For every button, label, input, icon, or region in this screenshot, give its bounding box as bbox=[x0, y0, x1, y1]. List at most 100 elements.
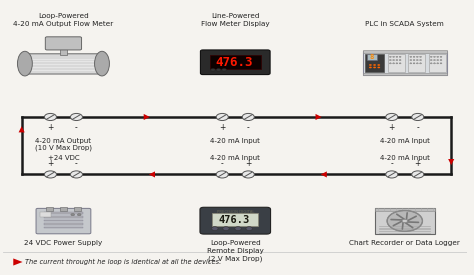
Circle shape bbox=[419, 63, 421, 64]
Circle shape bbox=[434, 59, 436, 60]
Bar bbox=[374, 208, 435, 234]
Circle shape bbox=[373, 64, 376, 66]
Bar bbox=[210, 56, 261, 69]
Bar bbox=[40, 213, 51, 218]
Circle shape bbox=[222, 68, 227, 71]
Bar bbox=[388, 54, 405, 72]
Circle shape bbox=[396, 63, 398, 64]
Circle shape bbox=[45, 113, 56, 120]
Circle shape bbox=[211, 227, 218, 230]
Circle shape bbox=[440, 56, 442, 57]
Bar bbox=[44, 227, 83, 228]
Circle shape bbox=[413, 63, 415, 64]
Bar bbox=[46, 207, 53, 211]
Circle shape bbox=[430, 63, 432, 64]
Circle shape bbox=[373, 67, 376, 68]
Text: +: + bbox=[219, 123, 226, 132]
Circle shape bbox=[386, 113, 398, 120]
FancyBboxPatch shape bbox=[201, 50, 270, 75]
FancyBboxPatch shape bbox=[200, 207, 271, 234]
Ellipse shape bbox=[94, 51, 109, 76]
Text: 4-20 mA Input: 4-20 mA Input bbox=[380, 155, 430, 161]
Bar bbox=[429, 54, 446, 72]
Circle shape bbox=[390, 56, 392, 57]
Text: +24 VDC: +24 VDC bbox=[47, 155, 79, 161]
Circle shape bbox=[377, 64, 380, 66]
Bar bbox=[44, 223, 83, 225]
Circle shape bbox=[437, 56, 438, 57]
Circle shape bbox=[416, 59, 418, 60]
Text: 4-20 mA Input: 4-20 mA Input bbox=[210, 138, 260, 144]
Circle shape bbox=[390, 63, 392, 64]
Text: PRECISION DIGITAL: PRECISION DIGITAL bbox=[217, 210, 254, 214]
Ellipse shape bbox=[18, 51, 32, 76]
Text: -: - bbox=[247, 123, 250, 132]
Circle shape bbox=[419, 56, 421, 57]
Circle shape bbox=[413, 56, 415, 57]
Text: The current throught he loop is identical at all the devices.: The current throught he loop is identica… bbox=[25, 259, 222, 265]
Bar bbox=[374, 208, 435, 211]
Bar bbox=[73, 207, 81, 211]
Text: Line-Powered
Flow Meter Display: Line-Powered Flow Meter Display bbox=[201, 13, 270, 27]
Text: Chart Recorder or Data Logger: Chart Recorder or Data Logger bbox=[349, 240, 460, 246]
Circle shape bbox=[402, 219, 408, 222]
Bar bbox=[363, 51, 447, 53]
Circle shape bbox=[369, 67, 372, 68]
FancyBboxPatch shape bbox=[36, 208, 91, 234]
Text: -: - bbox=[391, 160, 393, 168]
Circle shape bbox=[71, 113, 82, 120]
Circle shape bbox=[440, 63, 442, 64]
Circle shape bbox=[386, 171, 398, 178]
Circle shape bbox=[396, 56, 398, 57]
Text: 8: 8 bbox=[370, 54, 374, 60]
Circle shape bbox=[392, 59, 394, 60]
Bar bbox=[44, 219, 83, 221]
Circle shape bbox=[71, 214, 74, 216]
Circle shape bbox=[216, 68, 221, 71]
FancyBboxPatch shape bbox=[21, 54, 106, 74]
Circle shape bbox=[399, 63, 401, 64]
Text: 476.3: 476.3 bbox=[219, 215, 250, 225]
Text: +: + bbox=[415, 160, 421, 168]
Text: 24 VDC Power Supply: 24 VDC Power Supply bbox=[24, 240, 102, 246]
Text: Loop-Powered
Remote Display
(2 V Max Drop): Loop-Powered Remote Display (2 V Max Dro… bbox=[207, 240, 264, 262]
Circle shape bbox=[387, 211, 422, 231]
Circle shape bbox=[434, 56, 436, 57]
Circle shape bbox=[210, 68, 215, 71]
Circle shape bbox=[216, 113, 228, 120]
Circle shape bbox=[399, 56, 401, 57]
Circle shape bbox=[419, 59, 421, 60]
Circle shape bbox=[242, 171, 255, 178]
Bar bbox=[363, 51, 447, 75]
Text: 4-20 mA Output
(10 V Max Drop): 4-20 mA Output (10 V Max Drop) bbox=[35, 138, 92, 151]
Text: -: - bbox=[75, 123, 78, 132]
Circle shape bbox=[430, 56, 432, 57]
Circle shape bbox=[437, 63, 438, 64]
Circle shape bbox=[430, 59, 432, 60]
Circle shape bbox=[410, 59, 412, 60]
Bar bbox=[365, 54, 384, 72]
FancyBboxPatch shape bbox=[46, 37, 82, 50]
Circle shape bbox=[440, 59, 442, 60]
Bar bbox=[44, 216, 83, 218]
Text: -: - bbox=[416, 123, 419, 132]
Circle shape bbox=[392, 63, 394, 64]
Circle shape bbox=[410, 63, 412, 64]
Circle shape bbox=[399, 59, 401, 60]
Circle shape bbox=[410, 56, 412, 57]
Text: -: - bbox=[221, 160, 224, 168]
Circle shape bbox=[416, 56, 418, 57]
Bar bbox=[409, 54, 425, 72]
Text: +: + bbox=[47, 160, 54, 168]
Text: +: + bbox=[47, 123, 54, 132]
Circle shape bbox=[45, 171, 56, 178]
Circle shape bbox=[77, 214, 81, 216]
Bar bbox=[44, 213, 83, 214]
Text: +: + bbox=[245, 160, 251, 168]
Circle shape bbox=[434, 63, 436, 64]
Circle shape bbox=[392, 56, 394, 57]
Text: -: - bbox=[75, 160, 78, 168]
Circle shape bbox=[216, 171, 228, 178]
Circle shape bbox=[412, 113, 424, 120]
Circle shape bbox=[437, 59, 438, 60]
